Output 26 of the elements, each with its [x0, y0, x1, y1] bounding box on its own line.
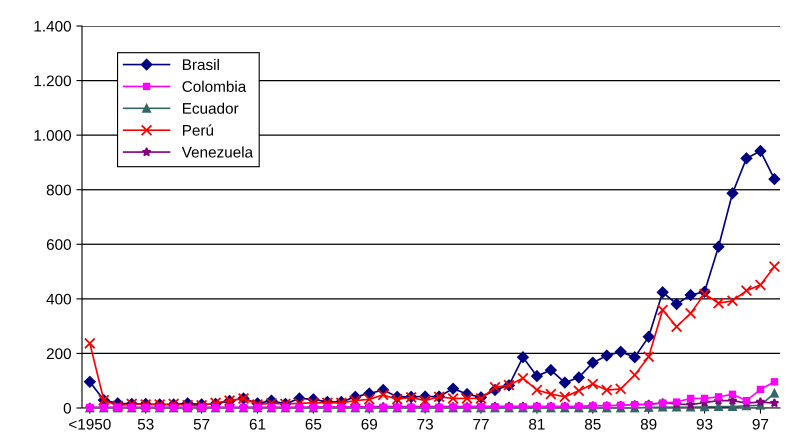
- y-tick-label: 600: [46, 239, 71, 250]
- legend-label: Perú: [182, 124, 214, 136]
- x-tick-label: 65: [306, 418, 322, 430]
- x-tick-label: 61: [250, 418, 266, 430]
- y-tick-label: 200: [46, 348, 71, 360]
- x-tick-label: <1950: [69, 418, 111, 430]
- x-tick-label: 69: [362, 418, 378, 430]
- x-tick-label: 57: [194, 418, 210, 430]
- x-tick-label: 73: [417, 418, 433, 430]
- y-tick-label: 1.200: [34, 75, 71, 86]
- y-tick-label: 1.400: [34, 20, 71, 32]
- y-tick-label: 0: [64, 402, 71, 414]
- y-tick-label: 800: [46, 184, 71, 196]
- x-tick-label: 89: [640, 418, 656, 430]
- x-tick-label: 97: [752, 418, 768, 430]
- x-tick-label: 93: [696, 418, 712, 430]
- x-tick-label: 53: [138, 418, 154, 430]
- x-tick-label: 77: [473, 418, 489, 430]
- legend-label: Ecuador: [182, 102, 238, 114]
- legend-label: Venezuela: [182, 146, 254, 158]
- legend-label: Colombia: [182, 80, 246, 92]
- y-tick-label: 400: [46, 294, 71, 305]
- x-tick-label: 81: [529, 418, 545, 430]
- y-tick-label: 1.000: [34, 130, 71, 141]
- x-tick-label: 85: [584, 418, 601, 430]
- legend-label: Brasil: [182, 58, 219, 70]
